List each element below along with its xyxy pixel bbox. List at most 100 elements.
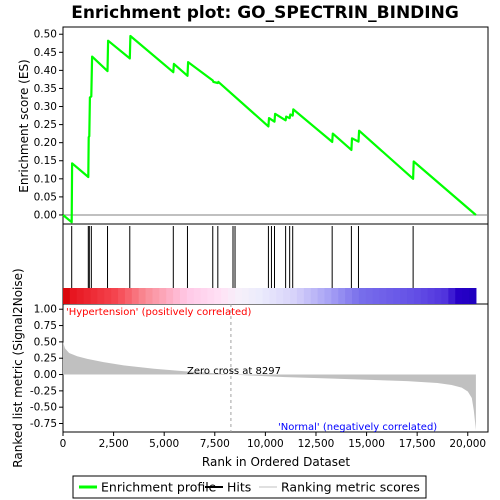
ranking-color-bar-segment (262, 288, 271, 304)
metric-panel: -0.75 -0.50 -0.25 0.00 0.25 0.50 0.75 1.00 (30, 304, 476, 432)
es-y-axis-label: Enrichment score (ES) (17, 59, 31, 192)
metric-y-tick-label: 0.00 (34, 369, 57, 381)
negative-correlation-label: 'Normal' (negatively correlated) (278, 422, 437, 433)
ranking-color-bar-segment (303, 288, 312, 304)
x-tick-label: 17,500 (399, 438, 436, 450)
ranking-color-bar-segment (372, 288, 381, 304)
ranking-color-bar-segment (241, 288, 250, 304)
ranking-color-bar-segment (186, 288, 195, 304)
legend-enrichment-label: Enrichment profile (101, 480, 217, 495)
chart-title: Enrichment plot: GO_SPECTRIN_BINDING (71, 3, 459, 23)
ranking-metric-area (63, 341, 476, 430)
es-y-tick-label: 0.20 (34, 137, 57, 149)
ranking-color-bar-segment (97, 288, 105, 304)
x-tick-label: 2,500 (99, 438, 129, 450)
zero-cross-label: Zero cross at 8297 (187, 366, 281, 377)
ranking-color-bar-segment (269, 288, 277, 304)
es-y-tick-label: 0.30 (34, 101, 57, 113)
ranking-color-bar-segment (235, 288, 243, 304)
enrichment-profile-line (62, 34, 477, 224)
ranking-color-bar-segment (407, 288, 415, 304)
es-panel: 0.00 0.05 0.10 0.15 0.20 0.25 0.30 0.35 0.40 0.45… (34, 29, 488, 224)
ranking-color-bar-segment (118, 288, 126, 304)
ranking-color-bar-segment (200, 288, 209, 304)
metric-y-tick-label: -0.25 (30, 385, 57, 397)
ranking-color-bar-segment (427, 288, 436, 304)
ranking-color-bar-segment (145, 288, 154, 304)
ranking-color-bar-segment (255, 288, 264, 304)
ranking-color-bar-segment (90, 288, 99, 304)
ranking-color-bar-segment (152, 288, 160, 304)
x-tick-label: 10,000 (247, 438, 284, 450)
es-y-tick-label: 0.35 (34, 83, 57, 95)
ranking-color-bar-segment (310, 288, 319, 304)
ranking-color-bar-segment (462, 288, 470, 304)
positive-correlation-label: 'Hypertension' (positively correlated) (66, 307, 252, 318)
ranking-color-bar-segment (413, 288, 422, 304)
ranking-color-bar-segment (159, 288, 167, 304)
ranking-color-bar-segment (111, 288, 119, 304)
metric-y-tick-label: -0.50 (30, 402, 57, 414)
ranking-color-bar-segment (420, 288, 429, 304)
ranking-color-bar-segment (276, 288, 284, 304)
ranking-color-bar-segment (131, 288, 140, 304)
ranking-color-bar-segment (358, 288, 367, 304)
ranking-color-bar-segment (179, 288, 188, 304)
ranking-color-bar-segment (400, 288, 408, 304)
x-tick-label: 7,500 (200, 438, 230, 450)
es-y-tick-label: 0.50 (34, 29, 57, 41)
ranking-color-bar-segment (455, 288, 463, 304)
hits-panel (63, 226, 477, 304)
es-y-tick-label: 0.00 (34, 209, 57, 221)
ranking-color-bar-segment (434, 288, 443, 304)
ranking-color-bar-segment (317, 288, 326, 304)
ranking-color-bar-segment (138, 288, 147, 304)
metric-y-tick-label: 0.75 (34, 320, 57, 332)
metric-y-tick-label: 0.25 (34, 353, 57, 365)
ranking-color-bar-segment (173, 288, 181, 304)
x-tick-label: 20,000 (449, 438, 486, 450)
ranking-color-bar-segment (63, 288, 71, 304)
ranking-color-bar-segment (448, 288, 456, 304)
ranking-color-bar-segment (352, 288, 360, 304)
es-y-tick-label: 0.15 (34, 155, 57, 167)
x-tick-label: 5,000 (149, 438, 179, 450)
ranking-color-bar-segment (228, 288, 236, 304)
ranking-color-bar-segment (221, 288, 229, 304)
legend-box (72, 475, 427, 499)
ranking-color-bar-segment (379, 288, 388, 304)
x-tick-label: 12,500 (298, 438, 335, 450)
ranking-color-bar-segment (386, 288, 394, 304)
ranking-color-bar-segment (345, 288, 353, 304)
ranking-color-bar-segment (324, 288, 332, 304)
legend-ranking-label: Ranking metric scores (281, 480, 420, 495)
ranking-color-bar-segment (207, 288, 215, 304)
x-tick-label: 0 (60, 438, 67, 450)
x-axis-label: Rank in Ordered Dataset (202, 455, 350, 469)
metric-y-tick-label: 0.50 (34, 336, 57, 348)
ranking-color-bar-segment (331, 288, 339, 304)
ranking-color-bar-segment (166, 288, 174, 304)
es-y-tick-label: 0.25 (34, 119, 57, 131)
legend: Enrichment profile Hits Ranking metric s… (72, 475, 427, 499)
ranking-color-bar-segment (290, 288, 298, 304)
ranking-color-bar-segment (124, 288, 133, 304)
legend-hits-label: Hits (227, 480, 251, 495)
ranking-color-bar-segment (338, 288, 346, 304)
ranking-color-bar-segment (69, 288, 78, 304)
ranking-color-bar-segment (296, 288, 305, 304)
ranking-color-bar-segment (76, 288, 85, 304)
ranking-color-bar-segment (104, 288, 112, 304)
metric-y-tick-label: -0.75 (30, 418, 57, 430)
x-axis: 0 2,500 5,000 7,500 10,000 12,500 15,000 17,500… (60, 432, 486, 450)
es-y-tick-label: 0.40 (34, 65, 57, 77)
metric-y-axis-label: Ranked list metric (Signal2Noise) (11, 268, 25, 467)
ranking-color-bar-segment (365, 288, 374, 304)
es-y-tick-label: 0.45 (34, 47, 57, 59)
ranking-color-bar-segment (283, 288, 291, 304)
ranking-color-bar-segment (193, 288, 202, 304)
ranking-color-bar-segment (441, 288, 449, 304)
ranking-color-bar-segment (393, 288, 401, 304)
es-y-tick-label: 0.05 (34, 191, 57, 203)
ranking-color-bar-segment (83, 288, 92, 304)
